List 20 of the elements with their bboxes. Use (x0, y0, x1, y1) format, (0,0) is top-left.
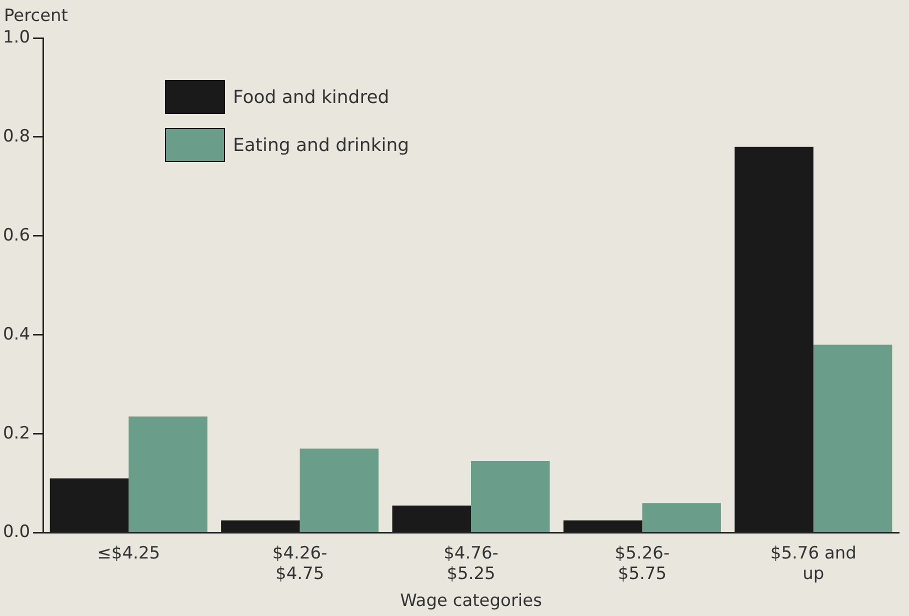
y-tick-label: 0.6 (2, 225, 30, 246)
x-tick-label: $4.26- $4.75 (272, 543, 328, 584)
legend-label: Eating and drinking (233, 134, 410, 156)
y-tick-label: 0.0 (2, 522, 30, 542)
x-axis-title: Wage categories (400, 591, 542, 612)
y-axis-title: Percent (4, 6, 68, 26)
bar (642, 503, 721, 532)
x-tick-label: $5.76 and up (770, 543, 856, 584)
bar (471, 461, 550, 532)
legend-label: Food and kindred (233, 86, 390, 108)
bar (128, 416, 208, 532)
y-tick-label: 1.0 (2, 27, 30, 48)
bar (300, 448, 379, 532)
y-tick-label: 0.2 (2, 423, 30, 444)
y-tick-label: 0.4 (2, 324, 30, 344)
bar (813, 344, 892, 532)
x-tick-label: ≤$4.25 (97, 543, 160, 564)
x-tick-label: $4.76- $5.25 (444, 543, 498, 584)
y-tick-label: 0.8 (2, 126, 30, 146)
x-tick-label: $5.26- $5.75 (614, 543, 670, 584)
